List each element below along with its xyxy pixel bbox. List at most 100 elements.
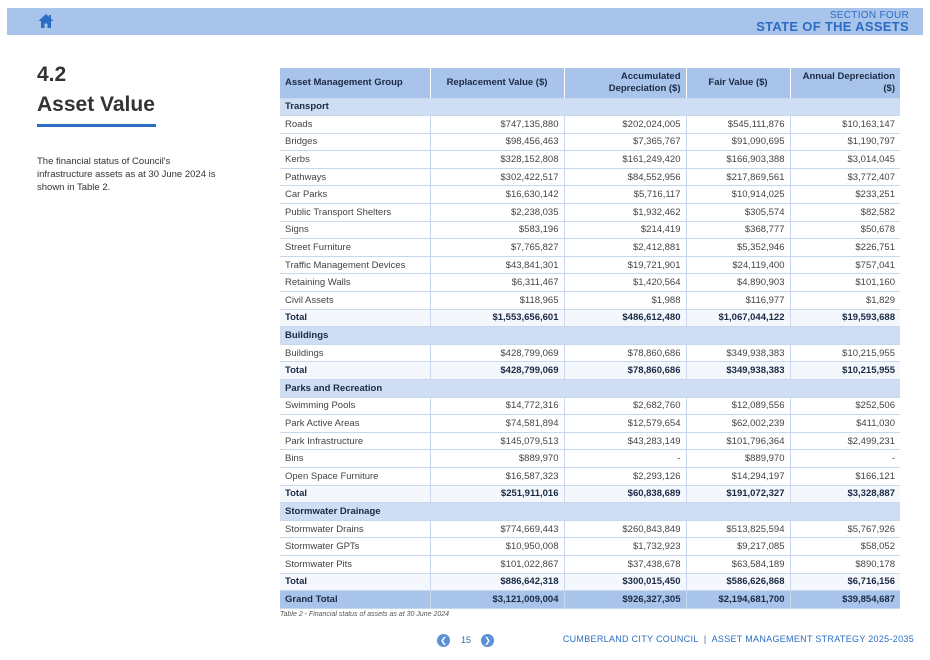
title-underline <box>37 124 156 127</box>
row-value: $428,799,069 <box>429 361 564 380</box>
table-row: Roads $747,135,880 $202,024,005 $545,111,87… <box>280 115 900 134</box>
col-header-accumulated: Accumulated Depreciation ($) <box>563 68 686 99</box>
row-value: $5,767,926 <box>789 520 900 539</box>
table-row: Pathways $302,422,517 $84,552,956 $217,869,… <box>280 168 900 187</box>
row-value: $4,890,903 <box>685 273 790 293</box>
chevron-left-icon[interactable]: ❮ <box>437 634 450 647</box>
row-value: $19,593,688 <box>789 309 900 328</box>
col-header-group: Asset Management Group <box>280 68 430 99</box>
table-row: Signs $583,196 $214,419 $368,777 $50,678 <box>280 221 900 240</box>
row-value: $890,178 <box>789 555 900 574</box>
row-value: $14,772,316 <box>429 397 564 416</box>
total-row: Total $1,553,656,601 $486,612,480 $1,067,04… <box>280 309 900 328</box>
col-header-replacement: Replacement Value ($) <box>429 68 564 99</box>
row-value: $12,579,654 <box>563 414 686 433</box>
row-label: Signs <box>280 221 430 240</box>
pager: ❮ 15 ❯ <box>437 634 497 648</box>
total-row: Total $251,911,016 $60,838,689 $191,072,327… <box>280 485 900 504</box>
group-label: Parks and Recreation <box>280 379 900 398</box>
group-label: Transport <box>280 98 900 117</box>
row-value: - <box>563 449 686 468</box>
row-label: Park Active Areas <box>280 414 430 433</box>
row-value: $251,911,016 <box>429 485 564 504</box>
row-value: $305,574 <box>685 203 790 222</box>
row-value: $886,642,318 <box>429 573 564 592</box>
row-value: $60,838,689 <box>563 485 686 504</box>
row-label: Total <box>280 485 430 504</box>
row-value: $145,079,513 <box>429 432 564 451</box>
row-value: $3,121,009,004 <box>429 590 564 609</box>
home-icon[interactable] <box>37 12 55 30</box>
row-value: $5,716,117 <box>563 185 686 205</box>
row-value: $226,751 <box>789 238 900 257</box>
row-value: $91,090,695 <box>685 133 790 152</box>
row-label: Swimming Pools <box>280 397 430 416</box>
row-value: $191,072,327 <box>685 485 790 504</box>
row-label: Kerbs <box>280 150 430 169</box>
table-body: Transport Roads $747,135,880 $202,024,005 $5… <box>280 98 900 609</box>
asset-value-table: Asset Management Group Replacement Value… <box>280 68 900 609</box>
total-row: Total $886,642,318 $300,015,450 $586,626,86… <box>280 573 900 592</box>
table-header-row: Asset Management Group Replacement Value… <box>280 68 900 99</box>
row-value: $43,841,301 <box>429 256 564 275</box>
row-value: $7,765,827 <box>429 238 564 257</box>
table-caption: Table 2 - Financial status of assets as … <box>280 611 450 618</box>
row-value: $1,553,656,601 <box>429 309 564 328</box>
row-value: $3,014,045 <box>789 150 900 169</box>
section-number: 4.2 <box>37 63 67 86</box>
row-value: $1,829 <box>789 291 900 310</box>
chevron-right-icon[interactable]: ❯ <box>481 634 494 647</box>
row-value: $43,283,149 <box>563 432 686 451</box>
row-value: $3,328,887 <box>789 485 900 504</box>
row-value: $78,860,686 <box>563 344 686 363</box>
table-row: Bridges $98,456,463 $7,365,767 $91,090,695 $… <box>280 133 900 152</box>
section-title: STATE OF THE ASSETS <box>756 19 909 34</box>
row-value: $583,196 <box>429 221 564 240</box>
row-value: $116,977 <box>685 291 790 310</box>
row-value: $1,988 <box>563 291 686 310</box>
row-label: Civil Assets <box>280 291 430 310</box>
table-row: Civil Assets $118,965 $1,988 $116,977 $1,829 <box>280 291 900 310</box>
row-value: $2,194,681,700 <box>685 590 790 609</box>
table-row: Kerbs $328,152,808 $161,249,420 $166,903,38… <box>280 150 900 169</box>
row-value: $486,612,480 <box>563 309 686 328</box>
row-value: $24,119,400 <box>685 256 790 275</box>
page-number: 15 <box>460 635 471 645</box>
row-value: $1,420,564 <box>563 273 686 293</box>
row-label: Park Infrastructure <box>280 432 430 451</box>
group-header-row: Buildings <box>280 326 900 345</box>
row-value: $1,190,797 <box>789 133 900 152</box>
row-value: $545,111,876 <box>685 115 790 134</box>
row-label: Bridges <box>280 133 430 152</box>
row-value: $39,854,687 <box>789 590 900 609</box>
table-row: Street Furniture $7,765,827 $2,412,881 $5,3… <box>280 238 900 257</box>
row-value: $252,506 <box>789 397 900 416</box>
row-value: $50,678 <box>789 221 900 240</box>
table-row: Stormwater Drains $774,669,443 $260,843,84… <box>280 520 900 539</box>
row-value: $6,716,156 <box>789 573 900 592</box>
row-value: $9,217,085 <box>685 537 790 556</box>
footer-text: CUMBERLAND CITY COUNCIL | ASSET MANAGEME… <box>562 634 914 644</box>
table-row: Park Active Areas $74,581,894 $12,579,654 $… <box>280 414 900 433</box>
row-value: $10,215,955 <box>789 344 900 363</box>
row-value: $757,041 <box>789 256 900 275</box>
row-value: $513,825,594 <box>685 520 790 539</box>
row-label: Total <box>280 573 430 592</box>
section-label: SECTION FOUR <box>829 10 909 21</box>
row-value: $37,438,678 <box>563 555 686 574</box>
row-label: Pathways <box>280 168 430 187</box>
group-label: Stormwater Drainage <box>280 502 900 521</box>
row-value: $7,365,767 <box>563 133 686 152</box>
row-value: $98,456,463 <box>429 133 564 152</box>
row-value: $368,777 <box>685 221 790 240</box>
table-row: Stormwater Pits $101,022,867 $37,438,678 $6… <box>280 555 900 574</box>
row-label: Bins <box>280 449 430 468</box>
row-value: $233,251 <box>789 185 900 205</box>
row-value: $84,552,956 <box>563 168 686 187</box>
row-label: Car Parks <box>280 185 430 205</box>
row-value: $101,022,867 <box>429 555 564 574</box>
total-row: Total $428,799,069 $78,860,686 $349,938,383… <box>280 361 900 380</box>
row-value: $101,160 <box>789 273 900 293</box>
row-value: $1,732,923 <box>563 537 686 556</box>
row-value: $1,932,462 <box>563 203 686 222</box>
